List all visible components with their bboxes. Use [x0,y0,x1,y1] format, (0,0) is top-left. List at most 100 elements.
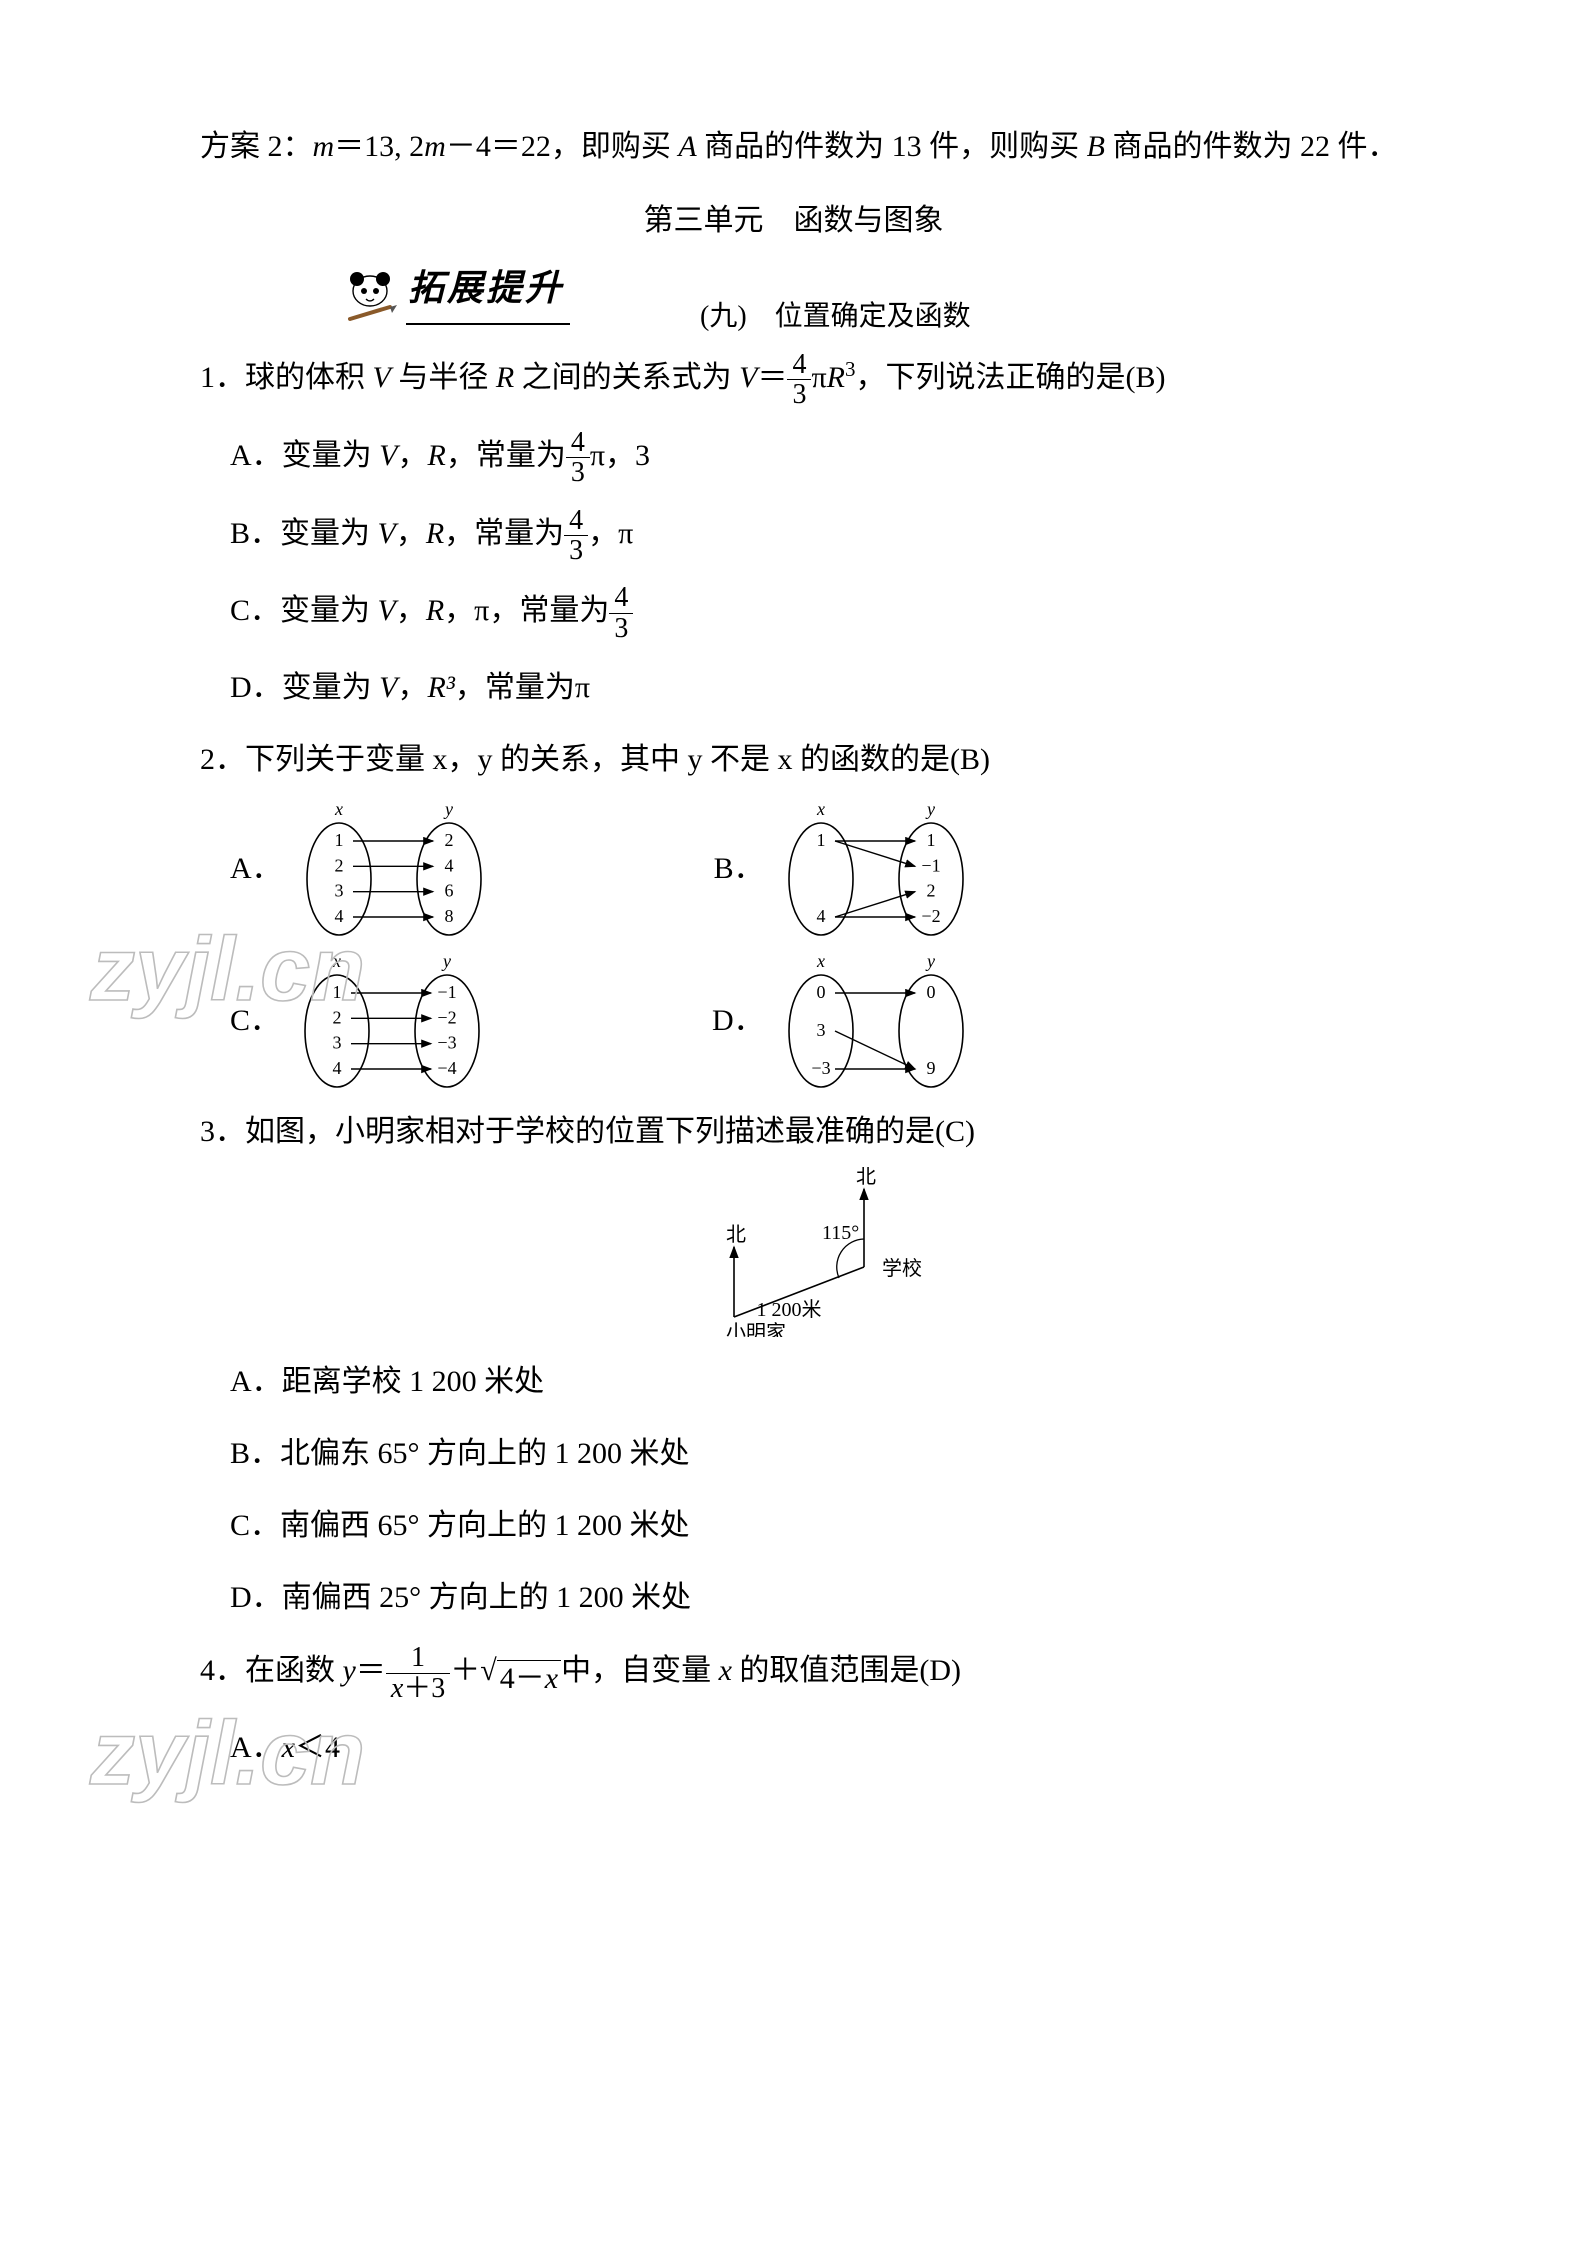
q4-s3: 的取值范围是(D) [732,1654,961,1687]
q2-label-A: A． [230,842,282,896]
q4-y: y [343,1654,356,1687]
q4-sqrt: √4－x [480,1656,561,1697]
svg-text:x: x [816,799,825,819]
svg-text:1: 1 [926,830,935,850]
q4-optA: A．x＜4 [230,1721,1447,1775]
q1A-4: π，3 [590,439,650,472]
mapping-diagram-B: xy141−12−2 [776,799,976,939]
q1D-3: ，常量为π [455,671,590,704]
q1-lhs: V [739,361,757,394]
q1-R1: R [496,361,514,394]
svg-text:−2: −2 [437,1007,456,1027]
q1A-V: V [379,439,397,472]
svg-text:6: 6 [444,881,453,901]
q1D-2: ， [398,671,428,704]
q3-optD: D．南偏西 25° 方向上的 1 200 米处 [230,1571,1447,1625]
svg-text:0: 0 [926,982,935,1002]
svg-text:1: 1 [816,830,825,850]
mapping-diagram-A: xy12342468 [294,799,494,939]
svg-text:北: 北 [726,1223,746,1246]
q3-optB: B．北偏东 65° 方向上的 1 200 米处 [230,1427,1447,1481]
q1C-d: 3 [609,614,633,643]
svg-text:y: y [441,951,451,971]
intro-paragraph: 方案 2：m＝13, 2m－4＝22，即购买 A 商品的件数为 13 件，则购买… [140,120,1447,174]
q1-s1: 1．球的体积 [200,361,373,394]
banner: 拓展提升 [340,256,570,325]
q1A-2: ， [398,439,428,472]
intro-t3: －4＝22，即购买 [446,130,679,163]
q1A-3: ，常量为 [446,439,566,472]
q1-optB: B．变量为 V，R，常量为43，π [230,506,1447,566]
q4-stem: 4．在函数 y＝1x＋3＋√4－x中，自变量 x 的取值范围是(D) [200,1643,1447,1703]
svg-text:学校: 学校 [882,1257,922,1280]
q1B-frac: 43 [564,506,588,566]
q1D-1: D．变量为 [230,671,379,704]
intro-t1: 方案 2： [200,130,313,163]
svg-text:x: x [816,951,825,971]
q4-frac: 1x＋3 [386,1643,450,1703]
q4-d3: ＋3 [403,1673,445,1704]
q1B-3: ，常量为 [444,516,564,549]
q4-n: 1 [386,1643,450,1673]
svg-text:9: 9 [926,1058,935,1078]
q4A-1: A． [230,1731,282,1764]
q4-dx: x [391,1673,403,1704]
q1C-V: V [378,594,396,627]
q4A-x: x [282,1731,295,1764]
q1C-R: R [426,594,444,627]
question-4: 4．在函数 y＝1x＋3＋√4－x中，自变量 x 的取值范围是(D) A．x＜4… [200,1643,1447,1775]
intro-m1: m [313,130,335,163]
q2-label-D: D． [712,994,764,1048]
q1A-R: R [428,439,446,472]
q1B-n: 4 [564,506,588,536]
q1C-3: ，π，常量为 [444,594,609,627]
intro-B: B [1087,130,1105,163]
svg-text:−3: −3 [811,1058,830,1078]
intro-m2: m [424,130,446,163]
q1A-1: A．变量为 [230,439,379,472]
q4-sq-x: x [545,1662,558,1695]
svg-text:y: y [443,799,453,819]
q1-s4: ，下列说法正确的是(B) [855,361,1165,394]
q1-pi: π [811,361,826,394]
q1D-R3: R³ [428,671,455,704]
compass-diagram: 北学校北小明家115°1 200米 [674,1167,974,1337]
svg-text:−3: −3 [437,1033,456,1053]
q1C-n: 4 [609,583,633,613]
q1C-1: C．变量为 [230,594,378,627]
question-2: 2．下列关于变量 x，y 的关系，其中 y 不是 x 的函数的是(B) A． x… [200,733,1447,1091]
svg-text:4: 4 [334,906,343,926]
svg-text:2: 2 [444,830,453,850]
q4-sq-a: 4－ [500,1662,545,1695]
svg-text:−1: −1 [437,982,456,1002]
banner-subtitle: (九) 位置确定及函数 [700,292,971,342]
radical-icon: √ [480,1656,496,1686]
q1B-2: ， [396,516,426,549]
mapping-diagram-D: xy03−309 [776,951,976,1091]
question-3: 3．如图，小明家相对于学校的位置下列描述最准确的是(C) 北学校北小明家115°… [200,1105,1447,1625]
q1C-frac: 43 [609,583,633,643]
svg-text:x: x [332,951,341,971]
q4-eq: ＝ [356,1654,386,1687]
svg-text:4: 4 [816,906,825,926]
mapping-diagram-C: xy1234−1−2−3−4 [292,951,492,1091]
q1B-4: ，π [588,516,633,549]
svg-text:2: 2 [926,881,935,901]
q3-stem: 3．如图，小明家相对于学校的位置下列描述最准确的是(C) [200,1105,1447,1159]
q2-stem: 2．下列关于变量 x，y 的关系，其中 y 不是 x 的函数的是(B) [200,733,1447,787]
intro-t5: 商品的件数为 22 件． [1105,130,1398,163]
q1A-n: 4 [566,428,590,458]
q1D-V: V [379,671,397,704]
q4A-2: ＜4 [295,1731,340,1764]
svg-text:3: 3 [816,1020,825,1040]
q1A-d: 3 [566,458,590,487]
banner-row: 拓展提升 (九) 位置确定及函数 [140,256,1447,336]
intro-t2: ＝13, 2 [334,130,424,163]
svg-text:−1: −1 [921,855,940,875]
q1-s2: 与半径 [391,361,496,394]
svg-text:−2: −2 [921,906,940,926]
q1-frac: 43 [787,350,811,410]
svg-text:北: 北 [856,1167,876,1188]
q1-num: 4 [787,350,811,380]
q1-eq: ＝ [757,361,787,394]
